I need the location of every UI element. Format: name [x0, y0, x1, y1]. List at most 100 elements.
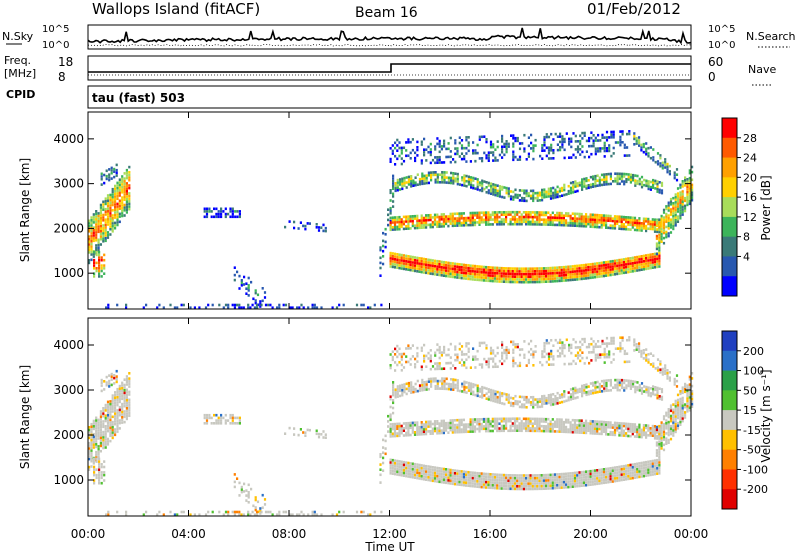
velocity-cell — [480, 422, 483, 426]
velocity-cell — [471, 484, 474, 488]
power-cell — [500, 213, 503, 216]
power-cell — [642, 150, 645, 154]
velocity-cell — [622, 424, 625, 428]
power-cell — [568, 137, 571, 141]
power-cell — [653, 228, 657, 231]
power-cell — [401, 185, 404, 188]
velocity-cell — [109, 400, 112, 403]
velocity-cell — [438, 477, 441, 481]
velocity-cell — [571, 474, 574, 478]
power-cell — [93, 275, 96, 278]
power-cell — [398, 154, 401, 158]
power-cell — [97, 230, 100, 234]
velocity-cell — [553, 420, 557, 424]
velocity-cell — [456, 469, 459, 473]
power-cell — [429, 216, 432, 219]
velocity-cell — [482, 483, 485, 486]
power-cell — [485, 218, 488, 222]
velocity-cell — [451, 469, 454, 472]
velocity-cell — [121, 410, 124, 414]
power-cell — [589, 220, 592, 224]
power-cell — [500, 277, 503, 281]
power-cell — [451, 217, 454, 220]
power-cell — [433, 223, 437, 226]
power-cell — [460, 139, 464, 142]
velocity-cell — [589, 472, 592, 476]
power-cell — [688, 176, 691, 180]
power-cell — [398, 146, 401, 150]
power-cell — [538, 220, 541, 224]
velocity-cell — [99, 415, 102, 419]
velocity-cell — [638, 467, 641, 471]
power-cell — [398, 223, 401, 226]
velocity-cell — [427, 380, 430, 383]
power-cell — [587, 263, 590, 266]
power-cell — [659, 154, 662, 157]
power-cell — [478, 268, 481, 271]
power-cell — [501, 134, 504, 138]
power-cell — [430, 176, 433, 179]
power-cell — [498, 195, 501, 198]
velocity-cell — [596, 477, 599, 480]
power-cell — [527, 218, 530, 221]
velocity-cell — [591, 427, 594, 430]
velocity-cell — [213, 413, 216, 417]
power-cell — [427, 266, 430, 270]
velocity-cell — [580, 424, 583, 427]
velocity-cell — [485, 472, 488, 476]
power-cell — [598, 179, 601, 182]
velocity-cell — [125, 393, 128, 397]
power-cell — [414, 159, 417, 163]
power-cell — [487, 211, 490, 214]
power-cell — [627, 178, 630, 181]
power-cell — [538, 275, 541, 278]
velocity-cell — [553, 430, 557, 433]
velocity-cell — [560, 480, 563, 484]
velocity-cell — [613, 431, 617, 434]
velocity-cell — [631, 466, 634, 469]
power-cell — [552, 151, 555, 155]
velocity-cell — [95, 456, 98, 459]
power-cell — [109, 227, 112, 231]
power-cell — [660, 232, 663, 236]
velocity-cell — [587, 470, 590, 473]
power-cell — [651, 263, 654, 267]
power-cell — [594, 177, 597, 180]
velocity-cell — [616, 426, 619, 430]
velocity-cell — [536, 424, 539, 428]
power-cell — [631, 270, 634, 273]
velocity-cell — [578, 471, 581, 474]
power-cell — [433, 259, 437, 263]
velocity-cell — [291, 513, 294, 516]
power-cell — [99, 235, 102, 238]
power-cell — [125, 203, 128, 206]
velocity-cell — [493, 481, 497, 484]
power-cell — [638, 136, 641, 139]
velocity-cell — [476, 427, 479, 431]
velocity-cell — [443, 385, 446, 388]
velocity-cell — [573, 485, 577, 488]
power-cell — [407, 138, 410, 141]
power-cell — [620, 175, 624, 178]
power-cell — [591, 268, 594, 271]
velocity-cell — [640, 431, 643, 434]
velocity-cell — [445, 382, 448, 386]
velocity-cell — [396, 470, 399, 474]
velocity-cell — [109, 423, 112, 427]
power-cell — [574, 182, 577, 186]
power-cell — [661, 161, 664, 165]
velocity-cell — [631, 463, 634, 466]
velocity-cell — [445, 470, 448, 474]
power-cell — [547, 195, 550, 198]
power-cell — [556, 266, 559, 269]
power-cell — [512, 137, 515, 140]
velocity-cell — [580, 421, 583, 425]
velocity-cell — [123, 410, 126, 413]
velocity-cell — [99, 439, 102, 442]
velocity-cell — [284, 432, 287, 435]
velocity-cell — [478, 477, 481, 481]
power-cell — [469, 223, 472, 227]
power-cell — [585, 177, 588, 180]
power-cell — [505, 218, 508, 221]
power-cell — [88, 222, 91, 225]
